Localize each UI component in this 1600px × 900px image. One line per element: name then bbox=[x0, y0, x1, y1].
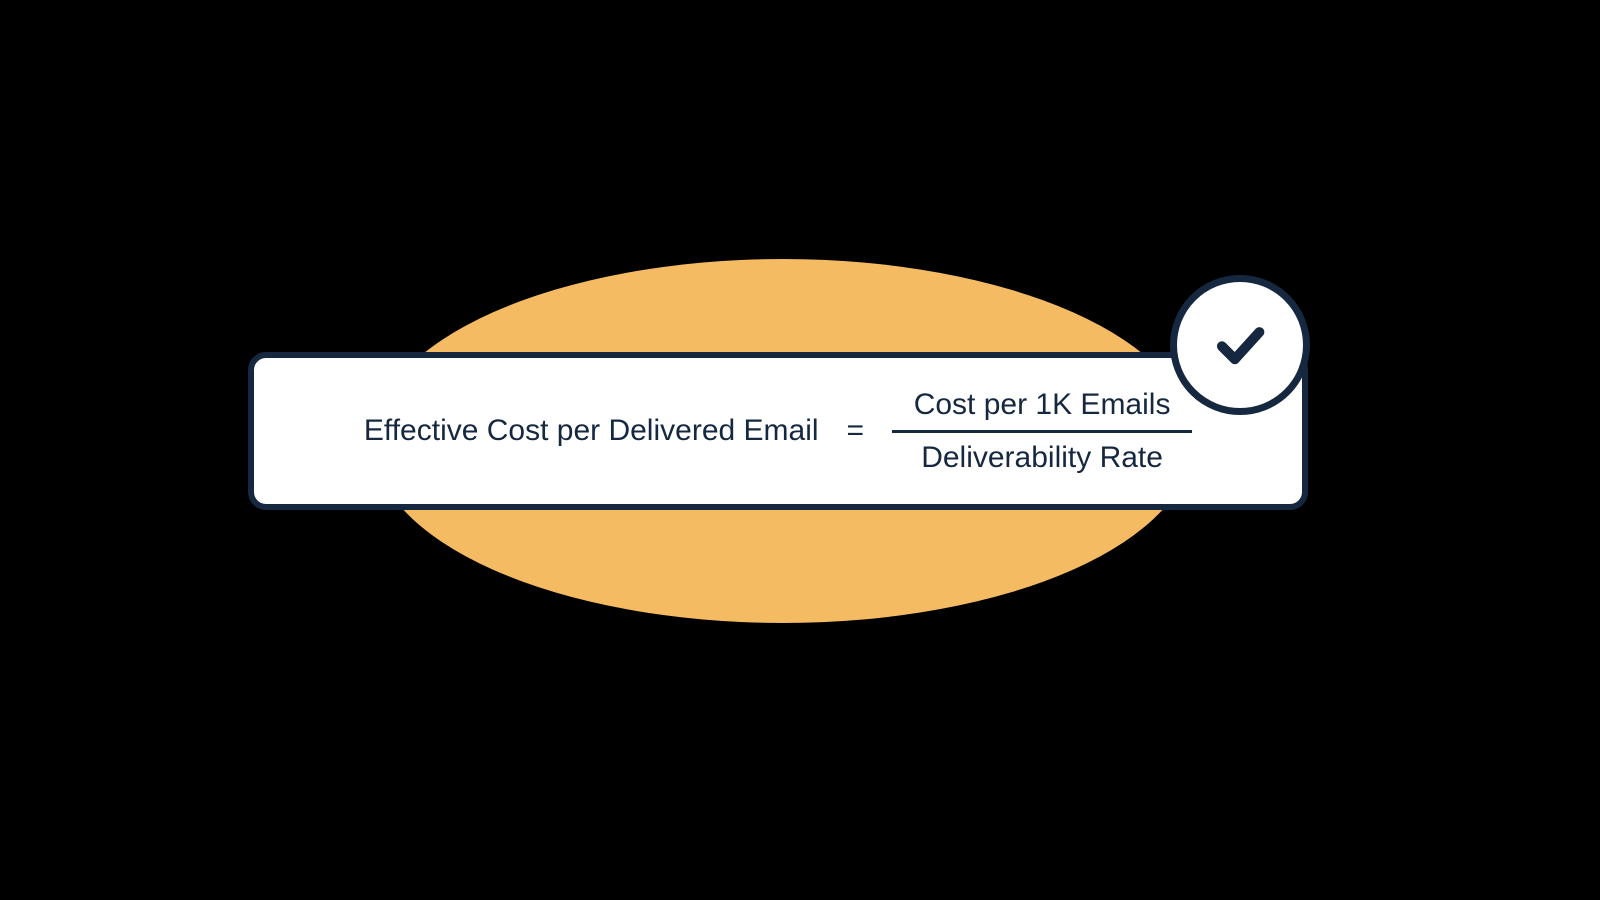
formula-lhs: Effective Cost per Delivered Email bbox=[364, 414, 819, 448]
fraction-divider bbox=[892, 430, 1192, 433]
formula-card: Effective Cost per Delivered Email = Cos… bbox=[248, 352, 1308, 510]
equals-sign: = bbox=[847, 414, 865, 448]
check-badge bbox=[1170, 275, 1310, 415]
formula-fraction: Cost per 1K Emails Deliverability Rate bbox=[892, 386, 1192, 476]
check-icon bbox=[1209, 314, 1271, 376]
formula-numerator: Cost per 1K Emails bbox=[914, 386, 1171, 424]
infographic-stage: Effective Cost per Delivered Email = Cos… bbox=[0, 0, 1600, 900]
formula-denominator: Deliverability Rate bbox=[921, 439, 1163, 477]
